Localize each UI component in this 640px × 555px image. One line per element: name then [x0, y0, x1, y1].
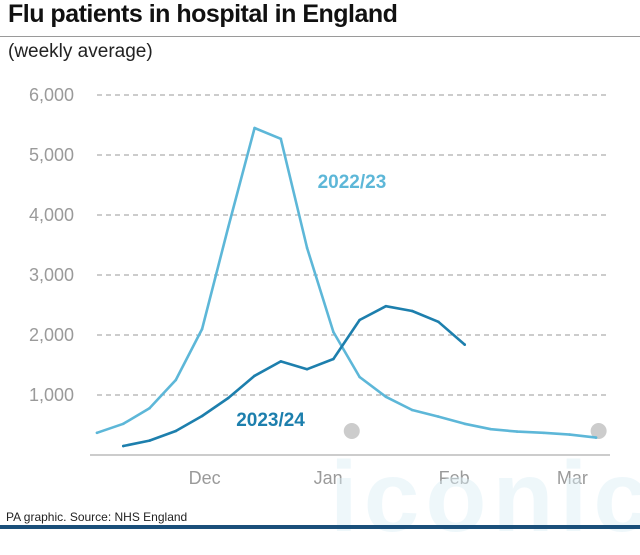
data-point — [463, 343, 466, 346]
data-point — [174, 378, 178, 382]
data-point — [200, 414, 204, 418]
data-point — [489, 427, 493, 431]
y-tick-label: 2,000 — [29, 325, 74, 345]
data-point — [515, 430, 519, 433]
chart-subtitle: (weekly average) — [8, 41, 153, 62]
title-divider — [0, 36, 640, 37]
data-point — [437, 320, 440, 324]
data-point — [568, 433, 572, 436]
marker-dot — [343, 423, 360, 439]
series-label: 2023/24 — [236, 410, 305, 431]
data-point — [384, 304, 388, 308]
data-point — [148, 406, 151, 410]
data-point — [332, 330, 335, 334]
x-tick-label: Mar — [557, 468, 588, 488]
x-tick-label: Jan — [314, 468, 343, 488]
line-chart: 1,000 2,000 3,000 4,000 5,000 6,000 Dec Jan Feb M… — [29, 85, 610, 488]
data-point — [227, 396, 230, 400]
marker-dot — [590, 423, 607, 439]
y-tick-label: 5,000 — [29, 145, 74, 165]
series-line — [122, 304, 467, 448]
data-point — [121, 444, 125, 448]
data-point — [358, 375, 361, 379]
x-tick-label: Dec — [189, 468, 221, 488]
data-point — [305, 367, 309, 371]
source-note: PA graphic. Source: NHS England — [6, 510, 188, 524]
data-point — [279, 360, 283, 363]
data-point — [253, 374, 256, 378]
data-point — [332, 357, 335, 361]
data-point — [410, 309, 414, 313]
data-point — [305, 246, 309, 250]
data-point — [410, 408, 414, 412]
y-tick-label: 4,000 — [29, 205, 74, 225]
data-point — [279, 137, 283, 141]
data-point — [174, 429, 178, 433]
chart-title: Flu patients in hospital in England — [8, 0, 398, 28]
data-point — [384, 395, 388, 399]
data-point — [200, 327, 204, 331]
data-point — [95, 431, 99, 435]
series-line — [95, 126, 598, 439]
data-point — [358, 318, 361, 322]
data-point — [148, 439, 151, 442]
series-label: 2022/23 — [318, 172, 387, 193]
data-point — [253, 126, 256, 130]
y-tick-label: 6,000 — [29, 85, 74, 105]
data-point — [594, 436, 598, 439]
y-tick-label: 1,000 — [29, 385, 74, 405]
data-point — [121, 422, 125, 426]
data-point — [463, 422, 466, 426]
y-tick-label: 3,000 — [29, 265, 74, 285]
data-point — [437, 415, 440, 418]
data-point — [227, 225, 230, 229]
x-tick-label: Feb — [439, 468, 470, 488]
data-point — [542, 431, 545, 435]
bottom-bar — [0, 525, 640, 529]
